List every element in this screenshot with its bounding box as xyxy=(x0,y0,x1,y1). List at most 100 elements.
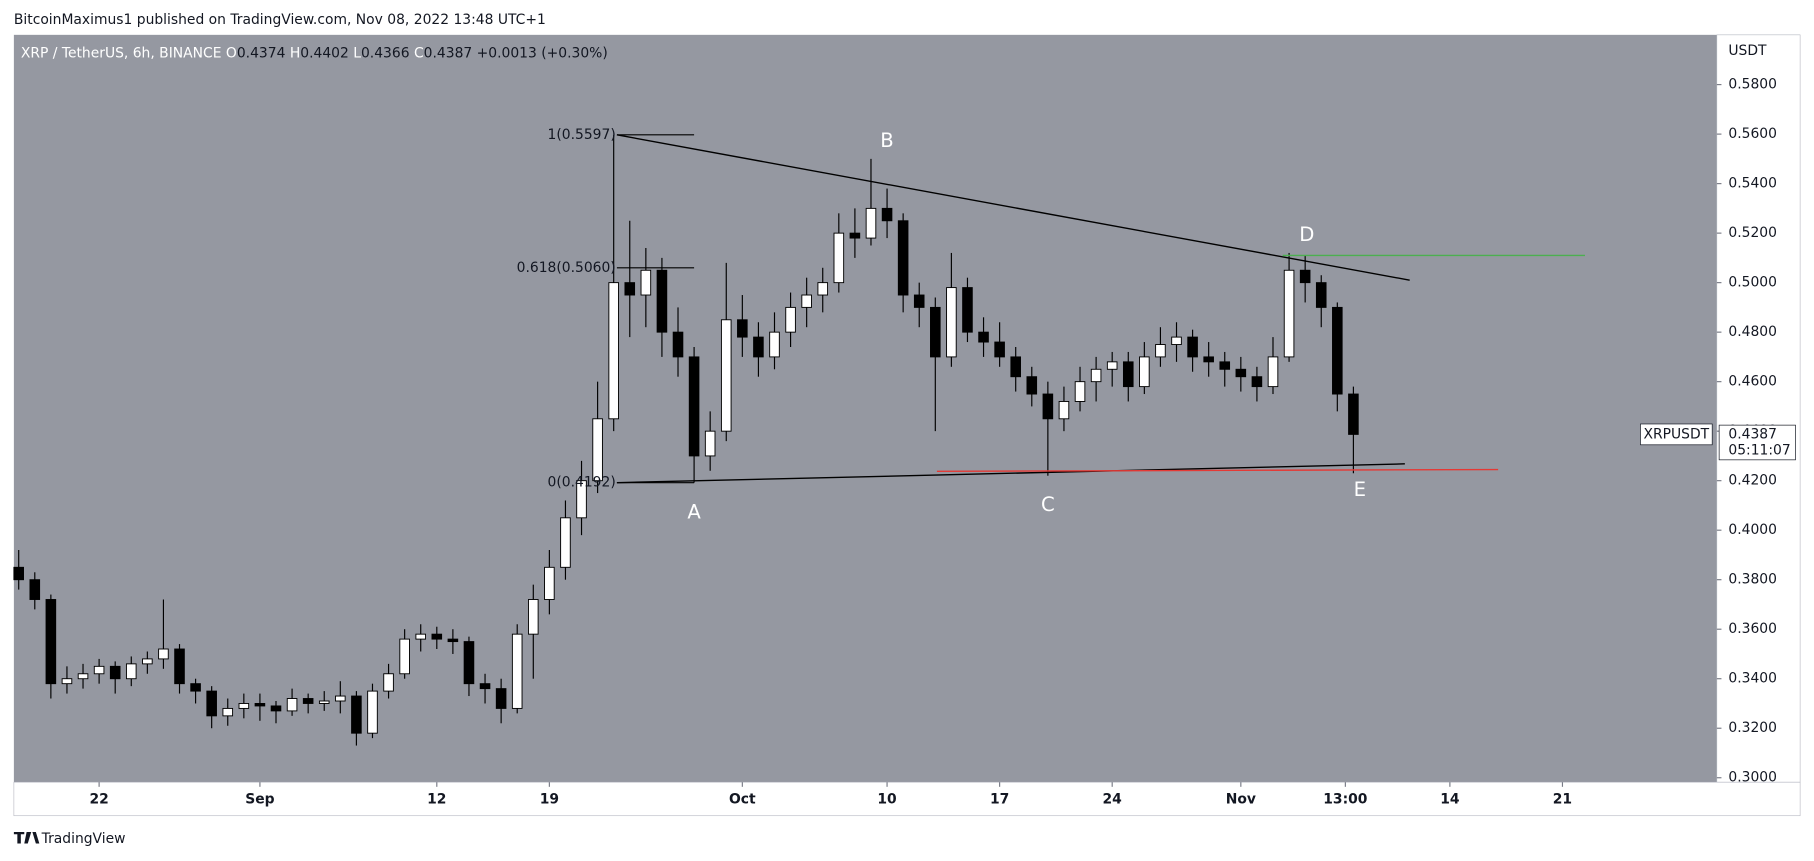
candle-body xyxy=(125,663,137,680)
candle-body xyxy=(1171,336,1182,345)
y-tick-label: 0.3800 xyxy=(1728,572,1777,588)
candle-body xyxy=(1267,356,1279,388)
fib-label: 0.618(0.5060) xyxy=(517,260,616,276)
candle-body xyxy=(1122,361,1134,388)
candle-body xyxy=(61,678,73,685)
legend-l-label: L xyxy=(353,45,361,61)
candle-body xyxy=(511,633,523,709)
y-tick-label: 0.4000 xyxy=(1728,522,1777,538)
candle-body xyxy=(592,418,603,482)
candle-body xyxy=(1090,368,1102,383)
candle-body xyxy=(1332,306,1343,395)
candle-body xyxy=(1251,376,1263,388)
candle-body xyxy=(238,703,250,709)
candle-body xyxy=(656,269,668,333)
candle-body xyxy=(737,319,748,338)
legend-change: +0.0013 (+0.30%) xyxy=(477,45,608,61)
candle-body xyxy=(704,430,716,457)
wave-label: C xyxy=(1041,493,1055,516)
x-tick-label: 24 xyxy=(1103,792,1123,808)
candle-body xyxy=(913,294,925,308)
candle-body xyxy=(1106,361,1118,370)
candle-body xyxy=(45,599,57,685)
legend-o-label: O xyxy=(226,45,237,61)
candle-body xyxy=(1187,336,1198,358)
legend-symbol: XRP / TetherUS, 6h, BINANCE xyxy=(21,45,222,61)
candle-body xyxy=(1155,344,1166,358)
y-tick-label: 0.5400 xyxy=(1728,176,1777,192)
candle-body xyxy=(302,698,314,704)
candle-body xyxy=(1010,356,1021,378)
last-price-countdown: 05:11:07 xyxy=(1728,443,1790,459)
candle-body xyxy=(720,319,732,432)
candle-body xyxy=(560,517,571,568)
symbol-box xyxy=(1640,423,1713,446)
y-tick-label: 0.3200 xyxy=(1728,720,1777,736)
y-tick-label: 0.5200 xyxy=(1728,225,1777,241)
candle-body xyxy=(930,306,941,358)
x-tick-label: 10 xyxy=(877,792,896,808)
symbol-label: XRPUSDT xyxy=(1644,426,1710,442)
candle-body xyxy=(528,599,539,635)
candle-body xyxy=(383,673,394,692)
candle-body xyxy=(158,648,169,660)
candle-body xyxy=(29,579,41,600)
candle-body xyxy=(270,705,282,712)
wave-label: B xyxy=(880,129,894,152)
candle-body xyxy=(222,707,234,717)
candle-body xyxy=(1042,393,1054,420)
candle-body xyxy=(447,638,459,643)
candle-body xyxy=(881,207,893,222)
candle-body xyxy=(994,341,1005,358)
candle-body xyxy=(753,336,764,358)
legend-h: 0.4402 xyxy=(300,45,349,61)
legend-o: 0.4374 xyxy=(237,45,286,61)
candle-body xyxy=(1139,356,1150,388)
y-tick-label: 0.3400 xyxy=(1728,671,1777,687)
price-axis xyxy=(1716,34,1801,783)
wave-label: D xyxy=(1299,223,1314,246)
y-tick-label: 0.3600 xyxy=(1728,621,1777,637)
trend-line xyxy=(616,134,1410,281)
candle-body xyxy=(978,331,989,343)
candle-body xyxy=(463,641,475,685)
candle-body xyxy=(817,282,829,296)
candle-body xyxy=(254,703,266,707)
candle-body xyxy=(495,688,507,709)
candle-body xyxy=(1315,282,1327,308)
y-tick-label: 0.5800 xyxy=(1728,77,1777,93)
candle-body xyxy=(769,331,780,358)
candle-body xyxy=(801,294,812,308)
candle-body xyxy=(576,480,587,519)
candle-body xyxy=(335,695,346,702)
legend-c-label: C xyxy=(414,45,424,61)
x-tick-label: 13:00 xyxy=(1323,792,1367,808)
candle-body xyxy=(1283,269,1295,358)
x-tick-label: 14 xyxy=(1440,792,1460,808)
legend-l: 0.4366 xyxy=(361,45,410,61)
fib-label: 1(0.5597) xyxy=(548,127,616,143)
time-axis xyxy=(13,781,1801,817)
x-tick-label: 22 xyxy=(89,792,108,808)
x-tick-label: 19 xyxy=(540,792,559,808)
candle-body xyxy=(1074,381,1086,402)
footer-brand: TradingView xyxy=(41,831,126,847)
candle-body xyxy=(142,658,153,665)
wave-label: A xyxy=(687,500,701,523)
candle-body xyxy=(1219,361,1231,370)
trend-line xyxy=(616,463,1405,484)
y-tick-label: 0.4600 xyxy=(1728,374,1777,390)
last-price-box xyxy=(1718,424,1796,461)
wave-label: E xyxy=(1354,478,1366,501)
publish-header: BitcoinMaximus1 published on TradingView… xyxy=(14,12,546,28)
candle-body xyxy=(865,207,877,239)
candle-body xyxy=(399,638,410,675)
last-price-label: 0.4387 xyxy=(1728,426,1777,442)
candle-body xyxy=(318,700,330,704)
candle-body xyxy=(367,690,378,734)
x-tick-label: Sep xyxy=(245,792,274,808)
y-tick-label: 0.3000 xyxy=(1728,770,1777,786)
chart-layer: 0.3000 0.3200 0.3400 0.3600 0.3800 0.4000 0.42… xyxy=(13,77,1796,808)
candle-body xyxy=(479,683,491,690)
